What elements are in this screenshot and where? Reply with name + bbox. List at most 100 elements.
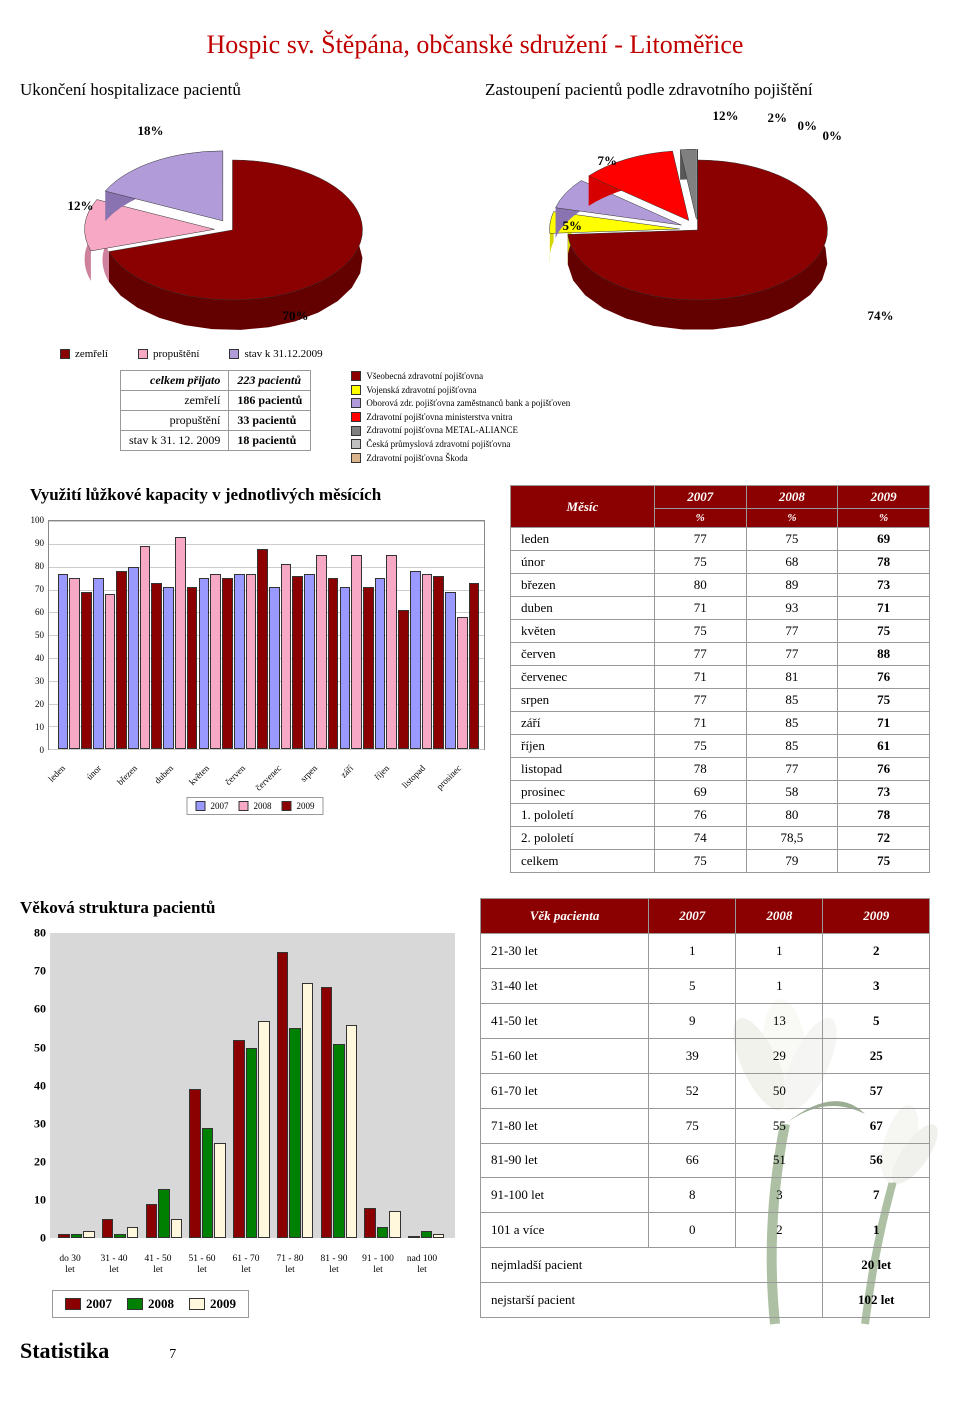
bar bbox=[151, 583, 162, 749]
table-cell: 186 pacientů bbox=[229, 391, 311, 411]
table-cell: 1 bbox=[823, 1213, 930, 1248]
svg-text:18%: 18% bbox=[138, 123, 164, 138]
table-cell: 58 bbox=[746, 781, 838, 804]
table-cell: duben bbox=[511, 597, 655, 620]
page-title: Hospic sv. Štěpána, občanské sdružení - … bbox=[20, 30, 930, 60]
chart-title: Ukončení hospitalizace pacientů bbox=[20, 80, 465, 100]
bar bbox=[210, 574, 221, 750]
table-cell: listopad bbox=[511, 758, 655, 781]
table-cell: 7 bbox=[823, 1178, 930, 1213]
bar bbox=[71, 1234, 82, 1238]
table-cell: 2. pololetí bbox=[511, 827, 655, 850]
chart-title: Zastoupení pacientů podle zdravotního po… bbox=[485, 80, 930, 100]
table-cell: 80 bbox=[746, 804, 838, 827]
table-header: 2008 bbox=[746, 486, 838, 509]
svg-text:2%: 2% bbox=[768, 110, 788, 125]
axis-label: 30 bbox=[24, 1116, 46, 1131]
bar bbox=[408, 1236, 419, 1238]
bar bbox=[351, 555, 362, 749]
legend-item: Vojenská zdravotní pojišťovna bbox=[351, 384, 570, 397]
bar bbox=[58, 1234, 69, 1238]
bar bbox=[199, 578, 210, 749]
table-cell: 77 bbox=[746, 643, 838, 666]
axis-label: 70 bbox=[24, 964, 46, 979]
bar bbox=[433, 576, 444, 749]
bar bbox=[222, 578, 233, 749]
legend-item: zemřelí bbox=[60, 348, 108, 360]
table-cell: 57 bbox=[823, 1073, 930, 1108]
bar bbox=[433, 1234, 444, 1238]
table-cell: 76 bbox=[838, 666, 930, 689]
table-cell: 77 bbox=[654, 643, 746, 666]
table-cell: 66 bbox=[649, 1143, 736, 1178]
table-cell: 8 bbox=[649, 1178, 736, 1213]
bar bbox=[281, 564, 292, 749]
bar bbox=[257, 549, 268, 750]
table-cell: 77 bbox=[654, 689, 746, 712]
legend-item: 2009 bbox=[189, 1296, 236, 1312]
legend-item: 2009 bbox=[282, 801, 315, 811]
table-cell: 18 pacientů bbox=[229, 431, 311, 451]
table-cell: 3 bbox=[736, 1178, 823, 1213]
bar bbox=[346, 1025, 357, 1239]
table-cell: 73 bbox=[838, 574, 930, 597]
table-cell: září bbox=[511, 712, 655, 735]
table-cell: 21-30 let bbox=[481, 934, 649, 969]
axis-label: 51 - 60let bbox=[182, 1254, 222, 1275]
bar bbox=[386, 555, 397, 749]
table-cell: 85 bbox=[746, 735, 838, 758]
table-cell: celkem bbox=[511, 850, 655, 873]
legend-item: Česká průmyslová zdravotní pojišťovna bbox=[351, 438, 570, 451]
svg-text:0%: 0% bbox=[798, 118, 818, 133]
axis-label: 81 - 90let bbox=[314, 1254, 354, 1275]
table-cell: 56 bbox=[823, 1143, 930, 1178]
table-cell: 2 bbox=[823, 934, 930, 969]
table-cell: 74 bbox=[654, 827, 746, 850]
bar bbox=[321, 987, 332, 1239]
bar bbox=[171, 1219, 182, 1238]
bar bbox=[289, 1028, 300, 1238]
table-cell: 91-100 let bbox=[481, 1178, 649, 1213]
table-cell: 102 let bbox=[823, 1283, 930, 1318]
bar bbox=[258, 1021, 269, 1238]
bar bbox=[163, 587, 174, 749]
bar bbox=[340, 587, 351, 749]
table-cell: 61-70 let bbox=[481, 1073, 649, 1108]
table-cell: 5 bbox=[649, 968, 736, 1003]
table-cell: 1 bbox=[736, 968, 823, 1003]
table-cell: 101 a více bbox=[481, 1213, 649, 1248]
table-header: Věk pacienta bbox=[481, 899, 649, 934]
table-cell: 69 bbox=[838, 528, 930, 551]
table-header: % bbox=[746, 509, 838, 528]
axis-label: 61 - 70let bbox=[226, 1254, 266, 1275]
table-cell: stav k 31. 12. 2009 bbox=[121, 431, 229, 451]
table-header: 2007 bbox=[654, 486, 746, 509]
bar bbox=[269, 587, 280, 749]
bar bbox=[457, 617, 468, 749]
bar bbox=[102, 1219, 113, 1238]
bar-chart-capacity: Využití lůžkové kapacity v jednotlivých … bbox=[20, 485, 490, 873]
section-label: Statistika bbox=[20, 1338, 109, 1364]
table-cell: 93 bbox=[746, 597, 838, 620]
table-cell: 223 pacientů bbox=[229, 371, 311, 391]
bar bbox=[175, 537, 186, 749]
bar bbox=[410, 571, 421, 749]
bar bbox=[146, 1204, 157, 1238]
legend-item: Zdravotní pojišťovna Škoda bbox=[351, 452, 570, 465]
table-cell: 75 bbox=[838, 689, 930, 712]
table-cell: únor bbox=[511, 551, 655, 574]
bar bbox=[469, 583, 480, 749]
table-cell: 1 bbox=[649, 934, 736, 969]
bar bbox=[140, 546, 151, 749]
axis-label: 41 - 50let bbox=[138, 1254, 178, 1275]
table-cell: 81 bbox=[746, 666, 838, 689]
legend-item: stav k 31.12.2009 bbox=[229, 348, 322, 360]
bar bbox=[58, 574, 69, 750]
bar bbox=[128, 567, 139, 749]
table-cell: 69 bbox=[654, 781, 746, 804]
table-cell: 29 bbox=[736, 1038, 823, 1073]
bar bbox=[302, 983, 313, 1238]
table-cell: 25 bbox=[823, 1038, 930, 1073]
table-cell: 75 bbox=[654, 620, 746, 643]
table-cell: 71 bbox=[654, 712, 746, 735]
